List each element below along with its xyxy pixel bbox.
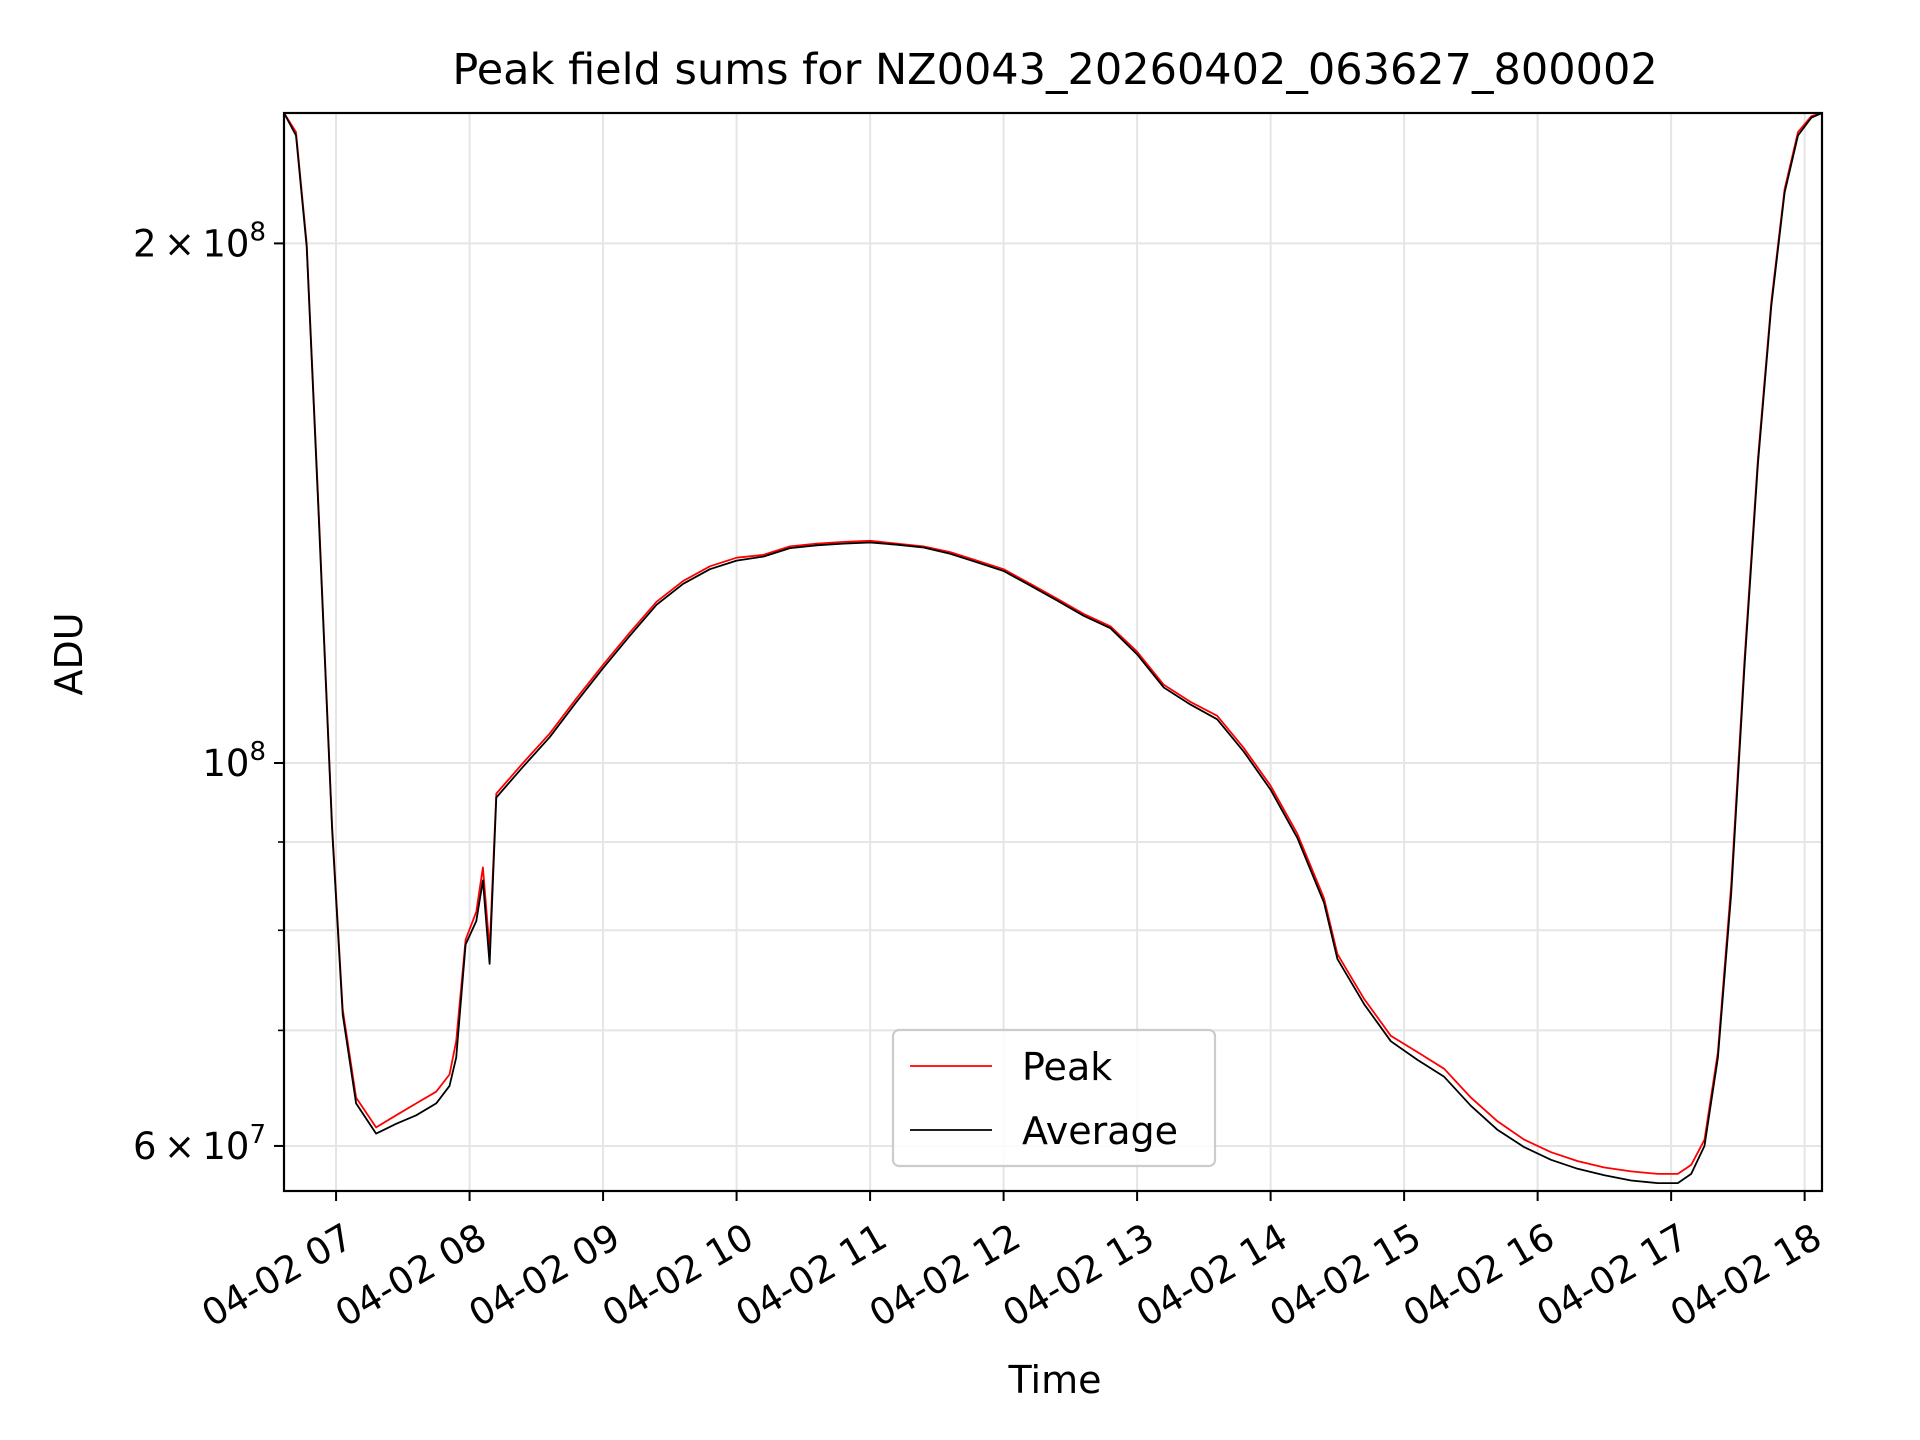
plot-area-frame [282,111,1824,1193]
y-axis-label: ADU [47,612,91,695]
y-tick-label: 108 [202,737,266,785]
legend: Peak Average [891,1028,1217,1168]
legend-frame [891,1028,1217,1168]
y-axis-ticks: 6 × 107 108 2 × 108 [133,217,284,1168]
legend-label-peak: Peak [1022,1045,1112,1089]
series-line-average [283,112,1823,1184]
series-line-peak [283,112,1823,1175]
y-tick-label: 6 × 107 [133,1120,266,1168]
plot-series [283,112,1823,1184]
y-tick-label: 2 × 108 [133,217,266,265]
legend-label-average: Average [1022,1109,1178,1153]
chart-title: Peak field sums for NZ0043_20260402_0636… [452,45,1657,95]
x-axis-label: Time [1008,1358,1102,1402]
